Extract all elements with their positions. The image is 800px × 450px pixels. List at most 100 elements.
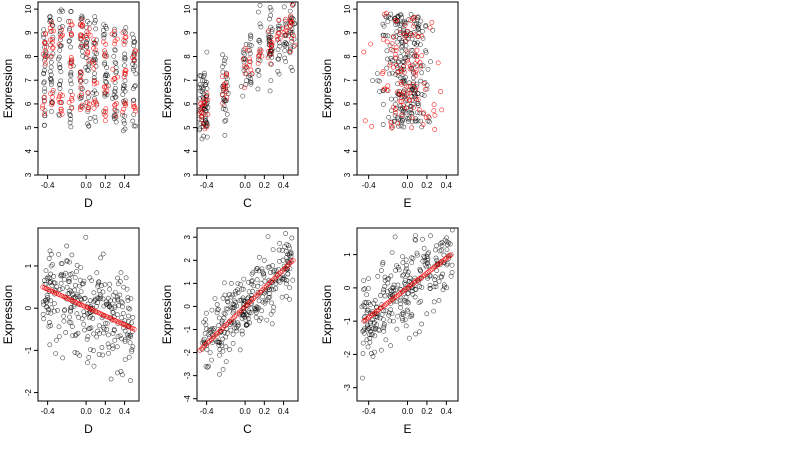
x-tick-label: 0.2 [259,181,271,190]
data-point [122,78,128,84]
data-point [130,344,136,350]
data-point [112,47,118,52]
data-point [68,70,74,75]
data-point [210,332,216,338]
data-point [405,272,411,278]
data-point [436,278,442,284]
fitted-point [132,48,138,53]
data-point [382,284,388,289]
fitted-point [252,294,258,300]
data-point [222,107,228,112]
data-point [258,315,264,321]
fitted-point [77,107,83,113]
fitted-point [91,66,97,72]
scatter-panel-1: -0.4 0.0 0.2 0.4 3 4 5 6 7 8 9 10 D Expression [1,1,140,210]
data-point [384,65,390,71]
data-point [398,44,404,50]
data-point [256,298,262,304]
data-point [51,273,57,279]
data-point [377,89,382,94]
data-point [403,47,409,53]
data-point [386,310,392,316]
data-point [292,21,298,26]
fitted-point [206,338,212,344]
fitted-point [409,125,415,131]
data-point [439,240,445,245]
data-point [414,110,420,115]
fitted-point [431,108,437,114]
fitted-point [395,70,401,75]
data-point [420,236,425,242]
data-point [388,343,393,349]
data-point [53,337,59,343]
fitted-point [388,47,394,52]
data-point [400,117,405,123]
data-point [258,280,264,286]
data-point [219,318,225,324]
data-point [402,74,408,80]
fitted-point [407,66,413,72]
fitted-point [445,254,451,260]
fitted-point [425,114,431,119]
data-point [132,39,138,45]
data-point [444,247,450,252]
fitted-point [221,82,227,87]
data-point [238,84,244,89]
data-point [68,320,74,325]
data-point [120,304,125,310]
fitted-point [289,259,294,265]
x-axis-title: C [243,196,252,210]
data-point [100,296,106,302]
data-point [222,118,228,124]
data-point [413,233,418,238]
data-point [209,340,215,345]
data-point [437,248,443,254]
data-point [221,61,227,67]
data-point [86,315,92,321]
data-point [77,277,83,283]
fitted-point [69,57,75,63]
fitted-point [289,2,295,8]
fitted-point [131,326,137,332]
data-point [115,281,121,287]
data-point [360,375,365,381]
fitted-point [89,59,95,65]
data-point [249,278,255,284]
data-point [444,235,449,241]
fitted-point [85,107,91,112]
data-point [94,270,100,276]
data-point [58,280,64,286]
data-point [270,247,276,252]
data-point [42,68,47,73]
data-point [395,313,400,319]
data-point [224,76,230,82]
data-point [230,305,236,311]
fitted-point [221,324,226,330]
data-point [248,43,254,48]
data-point [403,295,409,300]
data-point [101,27,106,33]
fitted-point [78,32,83,38]
data-point [86,95,91,100]
data-point [112,89,118,95]
y-tick-label: 8 [24,54,33,59]
data-point [269,321,275,327]
data-point [49,109,54,114]
data-point [401,20,407,26]
fitted-point [103,113,108,119]
data-point [256,254,262,260]
data-point [83,78,89,84]
data-point [425,66,431,72]
fitted-point [91,100,97,106]
data-point [101,303,107,309]
data-point [249,271,255,277]
fitted-point [397,30,403,35]
data-point [417,110,423,116]
data-point [85,360,90,366]
x-tick-label: 0.0 [81,407,93,416]
data-point [60,24,65,29]
fitted-point [246,300,252,306]
data-point [209,337,215,343]
data-point [403,257,409,263]
data-point [385,56,390,62]
